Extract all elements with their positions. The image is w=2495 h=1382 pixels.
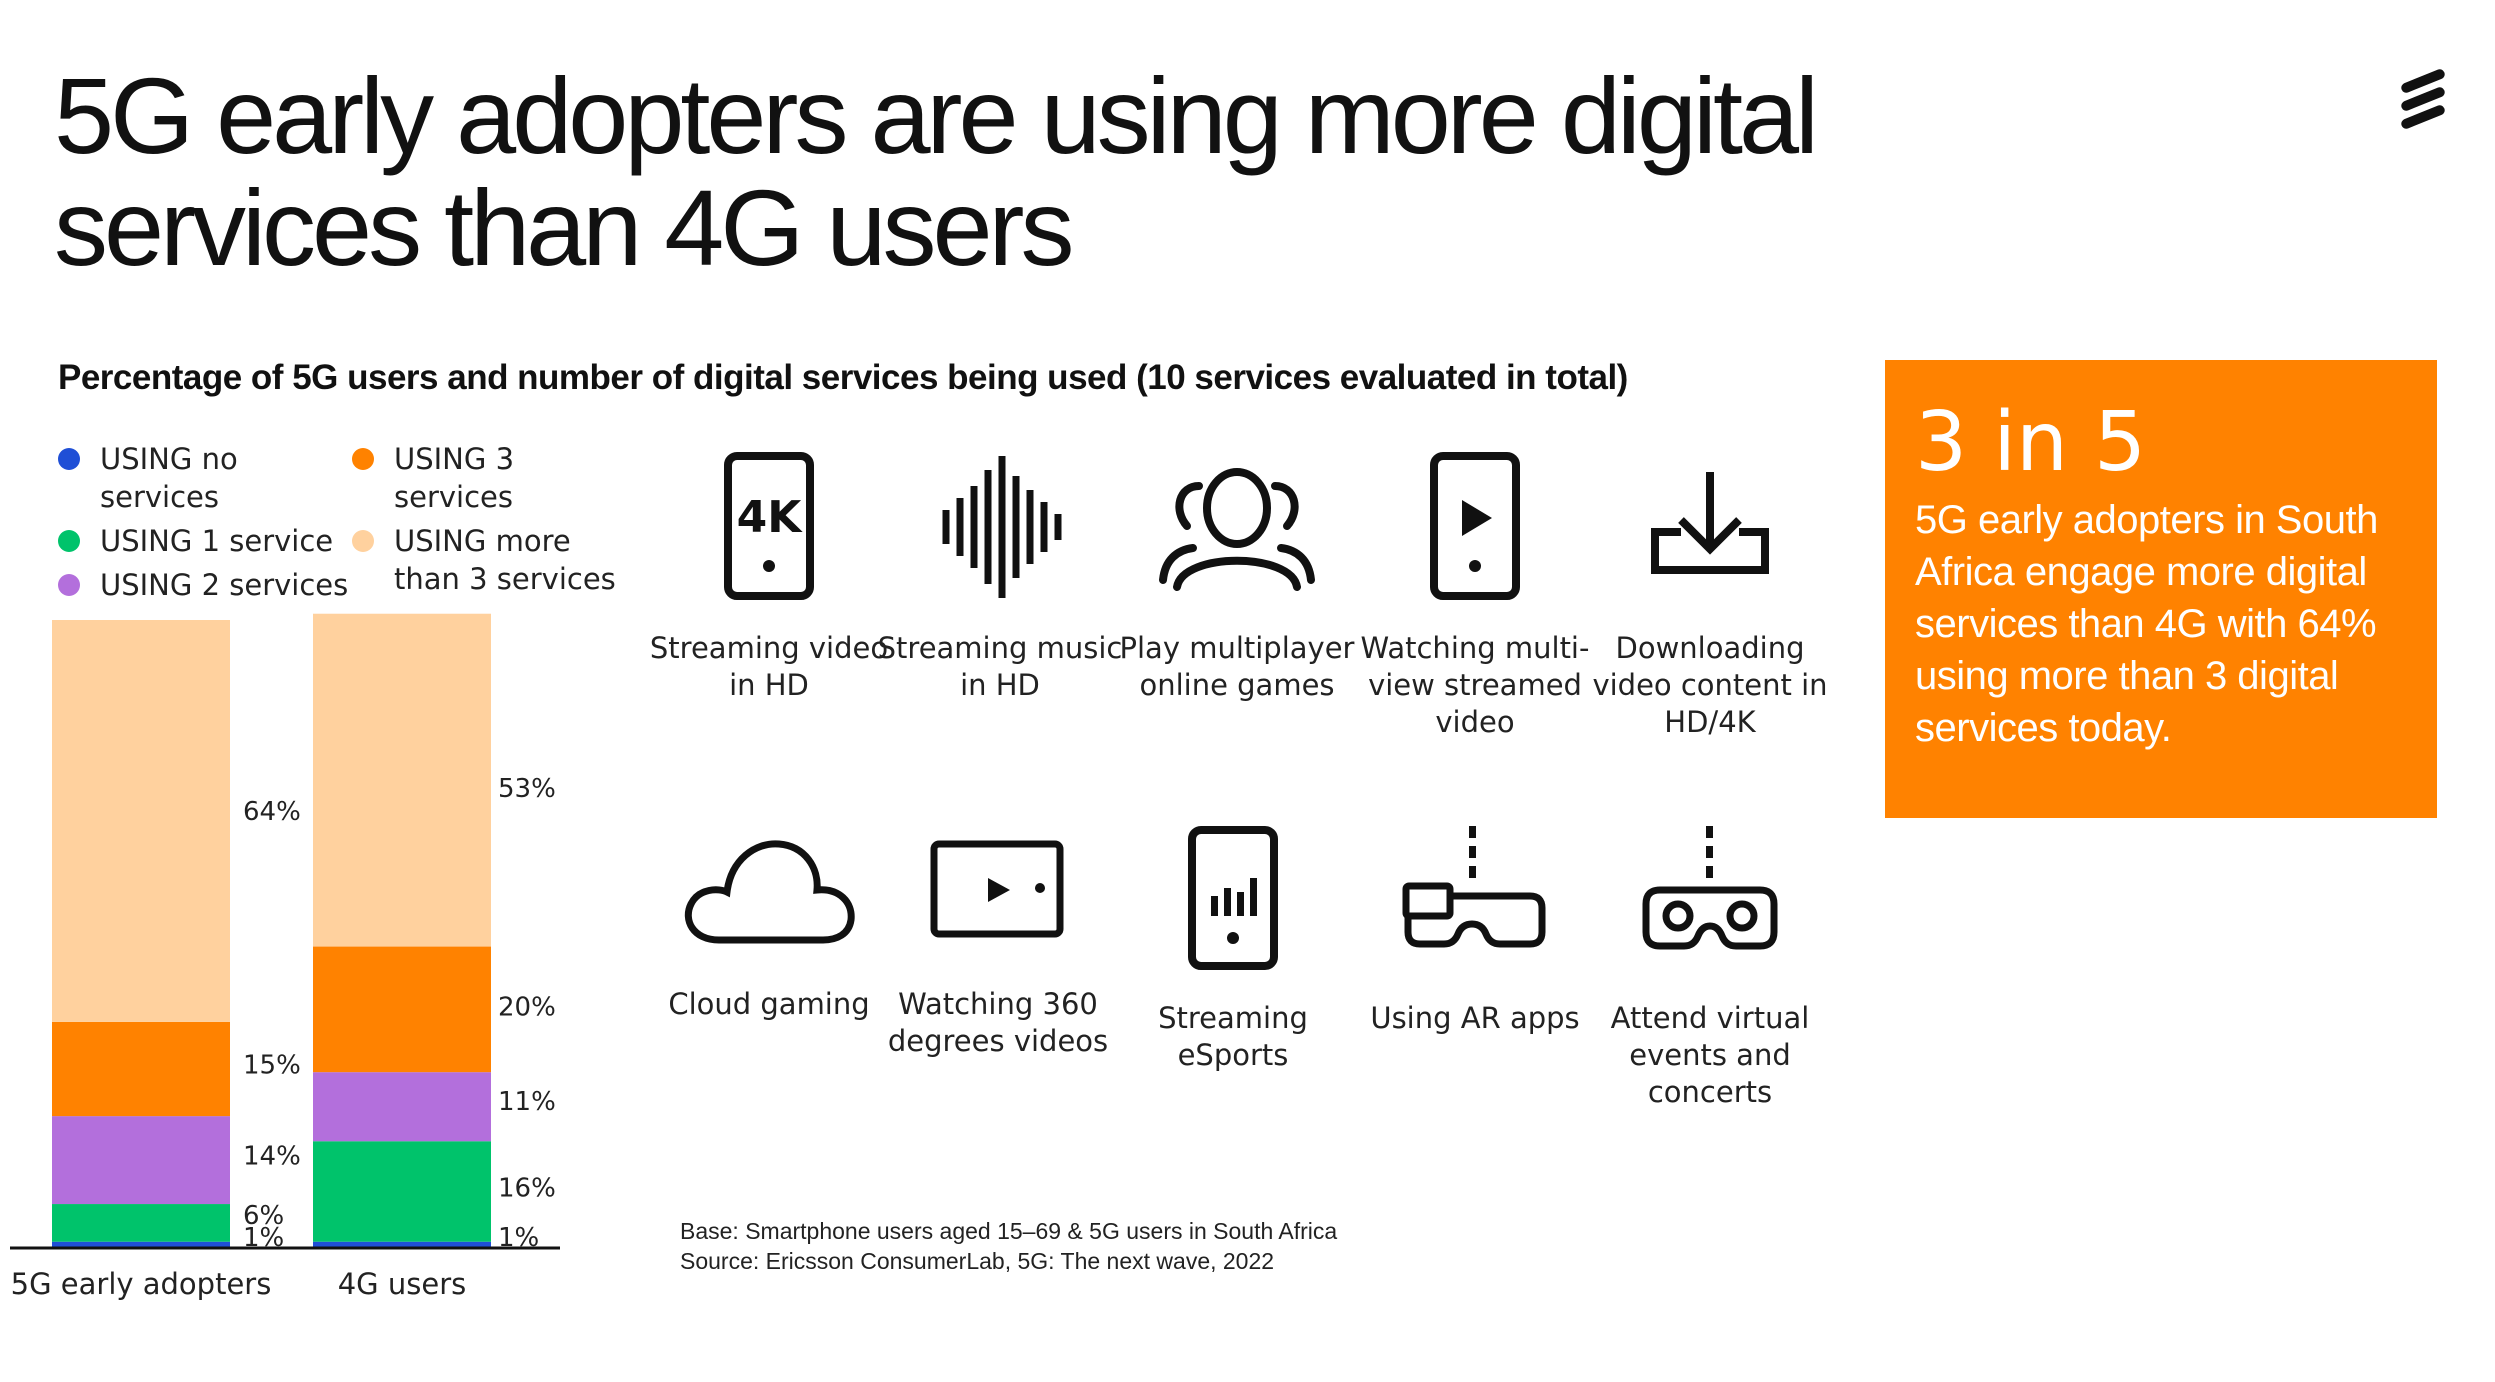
service-label: Streaming eSports (1158, 1001, 1308, 1072)
ericsson-logo-icon (2401, 69, 2445, 129)
people-icon (1159, 468, 1315, 591)
service-ar-apps: Using AR apps (1350, 826, 1600, 1037)
service-multiplayer-games: Play multiplayer online games (1112, 452, 1362, 704)
data-label: 16% (498, 1174, 556, 1204)
bar-segment (313, 946, 491, 1073)
bar-segment (313, 1141, 491, 1242)
legend-dot (352, 530, 374, 552)
download-icon (1651, 472, 1769, 574)
callout-body: 5G early adopters in South Africa engage… (1915, 498, 2378, 750)
vr-headset-icon (1642, 826, 1778, 950)
service-360-videos: Watching 360 degrees videos (873, 830, 1123, 1060)
bar-segment (52, 1241, 230, 1248)
callout-heading: 3 in 5 (1915, 395, 2147, 490)
data-label: 15% (243, 1051, 301, 1081)
service-label: Cloud gaming (668, 987, 870, 1021)
data-label: 11% (498, 1087, 556, 1117)
legend-dot (58, 448, 80, 470)
legend-label: USING 1 service (100, 524, 334, 558)
service-streaming-esports: Streaming eSports (1108, 826, 1358, 1074)
service-virtual-events: Attend virtual events and concerts (1585, 826, 1835, 1111)
screen-play-icon (930, 840, 1064, 938)
service-label: Play multiplayer online games (1119, 631, 1355, 702)
bar-segment (52, 1116, 230, 1205)
category-label: 5G early adopters (11, 1267, 272, 1301)
service-multi-view-video: Watching multi-view streamed video (1350, 452, 1600, 741)
title-line-1: 5G early adopters are using more digital (54, 55, 1819, 176)
footnote-source: Source: Ericsson ConsumerLab, 5G: The ne… (680, 1248, 1275, 1274)
data-label: 6% (243, 1201, 284, 1231)
service-streaming-music-hd: Streaming music in HD (875, 452, 1125, 704)
service-label: Watching 360 degrees videos (887, 987, 1109, 1058)
footnote-base: Base: Smartphone users aged 15–69 & 5G u… (680, 1218, 1338, 1244)
legend-column-2: USING 3 services USING more than 3 servi… (352, 440, 642, 598)
legend-item: USING 3 services (352, 440, 642, 516)
service-label: Downloading video content in HD/4K (1592, 631, 1828, 739)
data-label: 53% (498, 774, 556, 804)
service-cloud-gaming: Cloud gaming (644, 830, 894, 1023)
phone-4k-icon: 4K (724, 452, 814, 600)
legend-dot (58, 530, 80, 552)
page-title: 5G early adopters are using more digital… (54, 60, 1954, 284)
stacked-bar-chart: 1%6%14%15%64%5G early adopters1%16%11%20… (10, 613, 560, 1301)
bar-segment (52, 1021, 230, 1117)
callout-box: 3 in 5 5G early adopters in South Africa… (1885, 360, 2437, 818)
bar-segment (52, 620, 230, 1022)
legend-dot (58, 574, 80, 596)
legend-item: USING no services (58, 440, 358, 516)
service-label: Attend virtual events and concerts (1610, 1001, 1810, 1109)
legend-dot (352, 448, 374, 470)
legend-label: USING more than 3 services (394, 524, 616, 596)
data-label: 20% (498, 993, 556, 1023)
category-label: 4G users (338, 1267, 467, 1301)
legend-label: USING no services (100, 442, 238, 514)
bar-segment (313, 1072, 491, 1142)
service-label: Streaming video in HD (649, 631, 889, 702)
legend-column-1: USING no services USING 1 service USING … (58, 440, 358, 604)
ar-glasses-icon (1402, 826, 1546, 948)
legend-label: USING 2 services (100, 568, 349, 602)
service-streaming-video-hd: 4K Streaming video in HD (644, 452, 894, 704)
cloud-icon (684, 840, 855, 944)
bar-segment (313, 1241, 491, 1248)
chart-subtitle: Percentage of 5G users and number of dig… (58, 358, 1628, 397)
data-label: 64% (243, 797, 301, 827)
legend-item: USING more than 3 services (352, 522, 642, 598)
bar-segment (52, 1204, 230, 1242)
legend-item: USING 2 services (58, 566, 358, 604)
icon-4k-text: 4K (737, 492, 804, 543)
title-line-2: services than 4G users (54, 167, 1074, 288)
legend-item: USING 1 service (58, 522, 358, 560)
footnote: Base: Smartphone users aged 15–69 & 5G u… (680, 1216, 1337, 1276)
service-downloading-video: Downloading video content in HD/4K (1585, 452, 1835, 741)
phone-bars-icon (1188, 826, 1278, 970)
bar-segment (313, 613, 491, 947)
legend-label: USING 3 services (394, 442, 515, 514)
soundwave-icon (942, 456, 1062, 598)
service-label: Watching multi-view streamed video (1360, 631, 1590, 739)
service-label: Streaming music in HD (877, 631, 1123, 702)
service-label: Using AR apps (1370, 1001, 1580, 1035)
data-label: 14% (243, 1141, 301, 1171)
phone-play-icon (1430, 452, 1520, 600)
